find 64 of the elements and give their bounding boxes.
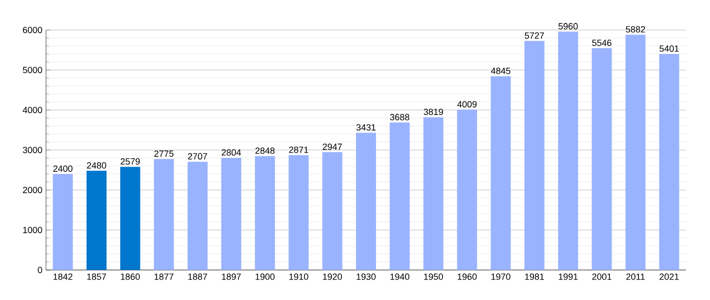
data-label: 2775	[154, 150, 174, 157]
data-label: 2848	[255, 148, 275, 154]
data-label: 2400	[53, 165, 72, 172]
bar	[558, 32, 578, 270]
bar	[52, 174, 73, 270]
y-tick-label: 1000	[23, 226, 42, 234]
x-tick-label: 1981	[525, 274, 544, 280]
data-label: 3688	[390, 114, 410, 120]
bar	[120, 166, 140, 270]
data-label: 2871	[289, 146, 308, 153]
y-tick-label: 5000	[22, 66, 42, 74]
data-label: 2480	[87, 162, 106, 169]
x-tick-label: 1970	[491, 274, 510, 280]
bar	[659, 54, 680, 270]
x-tick-label: 2011	[626, 274, 645, 280]
data-label: 5882	[626, 26, 645, 33]
data-label: 4009	[457, 101, 477, 108]
x-tick-label: 1910	[289, 274, 308, 280]
data-label: 2707	[188, 153, 208, 160]
data-label: 4845	[490, 68, 510, 74]
x-tick-label: 1877	[154, 274, 174, 280]
data-label: 2579	[120, 158, 140, 165]
x-tick-label: 1860	[120, 274, 140, 280]
x-tick-label: 1960	[458, 274, 477, 280]
data-label: 5727	[524, 32, 544, 39]
x-tick-label: 1842	[54, 274, 72, 280]
x-tick-label: 2001	[592, 274, 612, 280]
x-tick-label: 1900	[256, 274, 275, 280]
x-tick-label: 1930	[356, 274, 376, 280]
x-tick-label: 2021	[660, 274, 679, 280]
bar	[592, 48, 612, 270]
x-tick-label: 1887	[188, 274, 208, 280]
bar	[524, 40, 544, 270]
x-tick-label: 1897	[222, 274, 241, 280]
data-label: 2804	[222, 149, 241, 156]
data-label: 3431	[356, 124, 376, 131]
bar	[625, 34, 646, 270]
bar	[288, 155, 309, 270]
bar	[322, 152, 342, 270]
bar	[390, 122, 410, 270]
y-tick-label: 2000	[22, 186, 42, 194]
bar	[86, 170, 107, 270]
x-tick-label: 1950	[424, 274, 443, 280]
data-label: 5546	[592, 40, 612, 46]
bar	[490, 76, 511, 270]
bar	[423, 117, 444, 270]
bar	[254, 156, 275, 270]
x-tick-label: 1940	[390, 274, 410, 280]
data-label: 3819	[424, 108, 443, 116]
y-tick-label: 0	[38, 266, 42, 274]
y-tick-label: 3000	[22, 146, 42, 154]
bar	[457, 110, 478, 270]
x-tick-label: 1920	[323, 274, 342, 280]
bar	[356, 132, 376, 270]
data-label: 2947	[322, 144, 342, 150]
x-tick-label: 1991	[558, 274, 578, 280]
bar	[221, 158, 242, 270]
y-tick-label: 4000	[22, 106, 42, 114]
bar	[154, 159, 174, 270]
data-label: 5960	[558, 23, 578, 30]
data-label: 5401	[660, 45, 679, 52]
y-tick-label: 6000	[22, 26, 42, 34]
x-tick-label: 1857	[87, 274, 106, 280]
bar	[188, 162, 208, 270]
